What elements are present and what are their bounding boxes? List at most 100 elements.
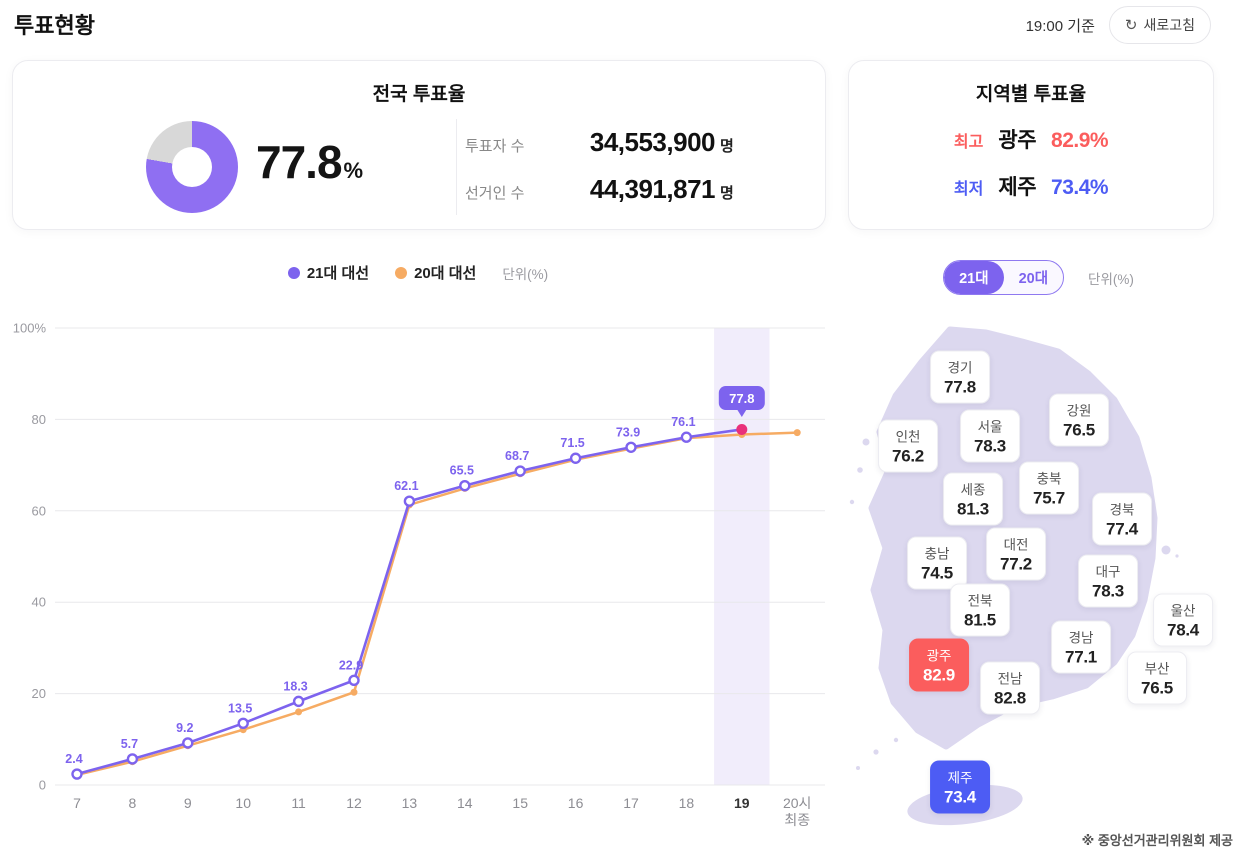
region-value: 76.5 — [1063, 420, 1095, 440]
electorate-label: 선거인 수 — [465, 185, 525, 202]
map-region-box: 부산 76.5 — [1127, 651, 1187, 705]
svg-text:9.2: 9.2 — [176, 721, 193, 735]
regional-turnout-card: 지역별 투표율 최고 광주 82.9% 최저 제주 73.4% — [848, 60, 1214, 230]
map-region-box: 제주 73.4 — [930, 760, 990, 814]
region-value: 77.1 — [1065, 647, 1097, 667]
refresh-label: 새로고침 — [1143, 17, 1195, 33]
voters-value: 34,553,900 — [589, 127, 716, 157]
voters-label: 투표자 수 — [465, 138, 525, 155]
region-value: 81.3 — [957, 499, 989, 519]
national-card-body: 77.8% 투표자 수 34,553,900 명 선거인 수 44,391,87… — [13, 113, 825, 229]
chart-legend: 21대 대선 20대 대선 단위(%) — [12, 262, 824, 283]
region-name: 경북 — [1109, 502, 1135, 518]
voters-unit: 명 — [720, 138, 734, 155]
hourly-turnout-line-chart[interactable]: 0 20 40 60 80 100% 7 8 9 10 11 12 13 14 15 16 17 18 19 20시 최… — [0, 300, 836, 830]
map-region-box: 경기 77.8 — [930, 350, 990, 404]
region-value: 77.2 — [1000, 554, 1032, 574]
lowest-label: 최저 — [953, 181, 984, 198]
region-name: 대구 — [1095, 564, 1121, 580]
highest-region: 광주 — [998, 129, 1037, 152]
region-name: 울산 — [1170, 603, 1196, 619]
toggle-option-21[interactable]: 21대 — [944, 261, 1004, 294]
svg-text:14: 14 — [457, 795, 473, 811]
legend-item-20: 20대 대선 — [395, 262, 476, 283]
svg-text:8: 8 — [129, 795, 137, 811]
electorate-unit: 명 — [720, 185, 734, 202]
national-stats: 투표자 수 34,553,900 명 선거인 수 44,391,871 명 — [465, 127, 734, 205]
national-turnout-card: 전국 투표율 77.8% 투표자 수 34,553,900 명 선거인 수 44… — [12, 60, 826, 230]
region-name: 대전 — [1003, 537, 1029, 553]
region-value: 81.5 — [964, 610, 996, 630]
region-value: 77.8 — [944, 377, 976, 397]
map-region-box: 서울 78.3 — [960, 409, 1020, 463]
svg-text:16: 16 — [568, 795, 584, 811]
svg-text:40: 40 — [32, 595, 46, 610]
map-region-box: 전남 82.8 — [980, 661, 1040, 715]
legend-item-21: 21대 대선 — [287, 262, 369, 283]
electorate-value: 44,391,871 — [589, 174, 716, 204]
national-card-title: 전국 투표율 — [372, 84, 466, 105]
svg-text:10: 10 — [235, 795, 251, 811]
region-value: 78.4 — [1167, 620, 1199, 640]
current-value-dot — [736, 423, 748, 435]
turnout-number: 77.8 — [256, 136, 343, 188]
region-name: 경기 — [947, 360, 973, 376]
as-of-time: 19:00 기준 — [1025, 17, 1095, 35]
region-name: 부산 — [1144, 661, 1170, 677]
svg-text:62.1: 62.1 — [394, 479, 418, 493]
source-footnote: ※ 중앙선거관리위원회 제공 — [1081, 833, 1233, 848]
svg-text:68.7: 68.7 — [505, 449, 529, 463]
svg-text:80: 80 — [32, 412, 46, 427]
region-name: 전북 — [967, 593, 993, 609]
region-value: 74.5 — [921, 563, 953, 583]
svg-text:12: 12 — [346, 795, 362, 811]
map-region-box: 광주 82.9 — [909, 638, 969, 692]
svg-text:76.1: 76.1 — [671, 415, 695, 429]
region-value: 73.4 — [944, 787, 976, 807]
map-region-box: 인천 76.2 — [878, 419, 938, 473]
map-region-box: 울산 78.4 — [1153, 593, 1213, 647]
election-toggle[interactable]: 21대 20대 — [943, 260, 1065, 295]
svg-text:60: 60 — [32, 503, 46, 518]
map-region-box: 세종 81.3 — [943, 472, 1003, 526]
map-toggle-row: 21대 20대 단위(%) — [848, 260, 1229, 295]
region-value: 77.4 — [1106, 519, 1138, 539]
svg-text:0: 0 — [39, 778, 46, 793]
toggle-option-20[interactable]: 20대 — [1018, 271, 1049, 287]
svg-text:20: 20 — [32, 686, 46, 701]
region-value: 82.8 — [994, 688, 1026, 708]
region-value: 76.2 — [892, 446, 924, 466]
region-name: 충북 — [1036, 471, 1062, 487]
svg-text:13.5: 13.5 — [228, 701, 252, 715]
svg-text:15: 15 — [512, 795, 528, 811]
region-name: 전남 — [997, 671, 1023, 687]
header-right: 19:00 기준 ↻ 새로고침 — [1026, 6, 1211, 44]
region-name: 광주 — [926, 648, 952, 664]
regional-rows: 최고 광주 82.9% 최저 제주 73.4% — [849, 124, 1213, 201]
header: 투표현황 19:00 기준 ↻ 새로고침 — [0, 0, 1249, 46]
svg-text:13: 13 — [402, 795, 418, 811]
map-region-box: 전북 81.5 — [950, 583, 1010, 637]
map-region-box: 충남 74.5 — [907, 536, 967, 590]
map-region-box: 충북 75.7 — [1019, 461, 1079, 515]
page-title: 투표현황 — [14, 13, 95, 38]
svg-text:19: 19 — [734, 795, 750, 811]
national-turnout-donut — [146, 121, 238, 213]
turnout-unit: % — [343, 158, 364, 183]
region-name: 인천 — [895, 429, 921, 445]
refresh-button[interactable]: ↻ 새로고침 — [1108, 6, 1211, 44]
svg-text:7: 7 — [73, 795, 81, 811]
highest-value: 82.9% — [1051, 129, 1109, 152]
current-value-badge: 77.8 — [718, 386, 765, 417]
lowest-value: 73.4% — [1051, 176, 1109, 199]
refresh-icon: ↻ — [1124, 16, 1138, 34]
region-value: 76.5 — [1141, 678, 1173, 698]
svg-text:2.4: 2.4 — [65, 752, 82, 766]
highest-label: 최고 — [953, 134, 984, 151]
region-value: 78.3 — [1092, 581, 1124, 601]
region-value: 82.9 — [923, 665, 955, 685]
svg-text:77.8: 77.8 — [729, 391, 754, 406]
svg-text:65.5: 65.5 — [450, 464, 474, 478]
legend-dot-21-icon — [287, 266, 300, 279]
map-region-box: 대구 78.3 — [1078, 554, 1138, 608]
